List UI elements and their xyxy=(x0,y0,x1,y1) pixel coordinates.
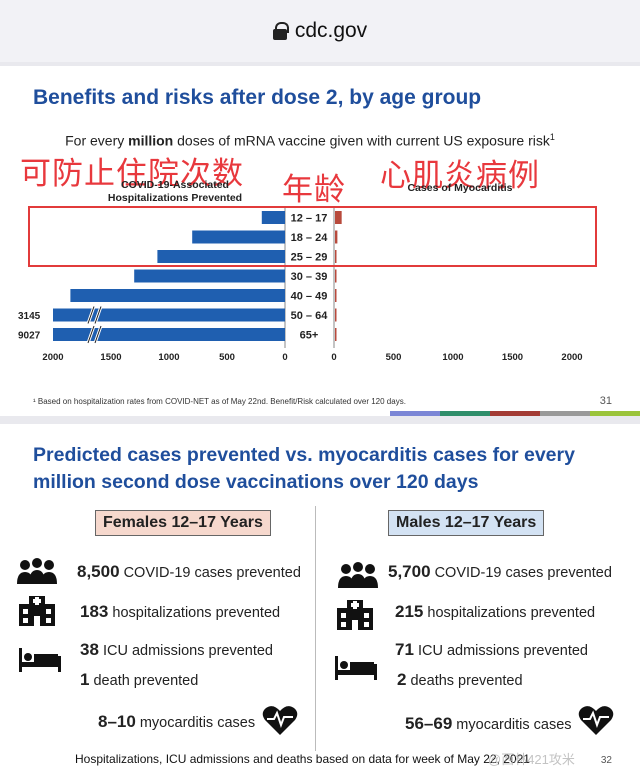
axis-break-mark xyxy=(94,306,102,324)
age-category-label: 12 – 17 xyxy=(291,213,328,225)
footnote: ¹ Based on hospitalization rates from CO… xyxy=(33,397,406,406)
benefit-bar xyxy=(192,230,285,244)
males-header: Males 12–17 Years xyxy=(388,510,545,536)
age-category-label: 65+ xyxy=(300,330,319,342)
myocarditis-bar xyxy=(335,269,337,283)
slide-predicted-cases: Predicted cases prevented vs. myocarditi… xyxy=(0,424,640,769)
myocarditis-bar xyxy=(335,328,337,341)
bed-icon xyxy=(19,648,61,672)
right-axis-tick: 500 xyxy=(386,352,402,363)
females-hospitalizations-prevented: 183 hospitalizations prevented xyxy=(80,602,281,621)
males-deaths-prevented: 2 deaths prevented xyxy=(397,670,523,689)
males-hospitalizations-prevented: 215 hospitalizations prevented xyxy=(395,602,596,621)
left-axis-tick: 1500 xyxy=(100,352,121,363)
myocarditis-bar xyxy=(335,289,337,302)
left-axis-tick: 500 xyxy=(219,352,235,363)
females-cases-prevented: 8,500 COVID-19 cases prevented xyxy=(77,562,301,581)
annotation-myocarditis-zh: 心肌炎病例 xyxy=(380,158,540,194)
benefit-bar xyxy=(70,289,286,302)
axis-break-mark xyxy=(87,306,95,324)
color-strip xyxy=(33,411,640,416)
age-category-label: 40 – 49 xyxy=(291,291,328,303)
myocarditis-bar xyxy=(335,308,337,322)
left-axis-tick: 0 xyxy=(282,352,287,363)
axis-break-mark xyxy=(87,325,95,344)
males-myocarditis-cases: 56–69 myocarditis cases xyxy=(405,714,572,733)
heart-rate-icon xyxy=(262,706,298,735)
females-myocarditis-cases: 8–10 myocarditis cases xyxy=(98,712,256,731)
lock-icon xyxy=(272,22,289,40)
age-category-label: 25 – 29 xyxy=(291,252,328,264)
benefit-bar xyxy=(261,211,285,224)
right-series-label: Cases of Myocarditis xyxy=(407,182,513,194)
age-category-label: 30 – 39 xyxy=(291,271,328,283)
slide-number: 31 xyxy=(599,395,612,407)
people-icon xyxy=(17,558,57,584)
heart-rate-icon xyxy=(578,706,614,735)
right-axis-tick: 1000 xyxy=(442,352,463,363)
slide-subtitle: For every million doses of mRNA vaccine … xyxy=(65,132,555,149)
bar-value-label: 9027 xyxy=(18,331,41,342)
benefit-bar xyxy=(134,269,285,283)
axis-break-mark xyxy=(94,325,102,344)
benefit-bar xyxy=(157,250,285,263)
annotation-hospitalizations-zh: 可防止住院次数 xyxy=(20,156,244,192)
females-header: Females 12–17 Years xyxy=(95,510,271,536)
slide-title: Benefits and risks after dose 2, by age … xyxy=(33,86,482,109)
hospital-icon xyxy=(19,596,55,626)
myocarditis-bar xyxy=(335,230,338,244)
right-axis-tick: 1500 xyxy=(502,352,523,363)
slide-benefits-risks: Benefits and risks after dose 2, by age … xyxy=(0,66,640,416)
people-icon xyxy=(338,562,378,588)
males-cases-prevented: 5,700 COVID-19 cases prevented xyxy=(388,562,612,581)
right-axis-tick: 0 xyxy=(331,352,336,363)
myocarditis-bar xyxy=(335,211,342,224)
females-deaths-prevented: 1 death prevented xyxy=(80,670,199,689)
left-axis-tick: 2000 xyxy=(42,352,63,363)
url-text[interactable]: cdc.gov xyxy=(294,19,368,42)
column-divider xyxy=(315,506,316,751)
benefit-risk-chart: 12 – 17 18 – 24 25 – 29 30 – 39 40 – 49 50 – … xyxy=(18,206,583,363)
left-series-label: COVID-19-Associated Hospitalizations Pre… xyxy=(107,179,243,204)
age-category-label: 18 – 24 xyxy=(291,232,329,244)
slide-number: 32 xyxy=(600,755,612,766)
age-category-label: 50 – 64 xyxy=(291,310,329,322)
highlight-box xyxy=(28,206,597,267)
myocarditis-bar xyxy=(335,250,337,263)
hospital-icon xyxy=(337,600,373,630)
left-axis-tick: 1000 xyxy=(158,352,179,363)
right-axis-tick: 2000 xyxy=(561,352,582,363)
annotation-age-zh: 年龄 xyxy=(282,172,346,208)
benefit-bar xyxy=(53,308,285,322)
benefit-bar xyxy=(53,328,285,341)
males-icu-prevented: 71 ICU admissions prevented xyxy=(395,640,588,659)
bottom-note: Hospitalizations, ICU admissions and dea… xyxy=(75,752,530,766)
bar-value-label: 3145 xyxy=(18,311,41,322)
watermark: @西林421攻米 xyxy=(488,752,575,767)
slide2-title: Predicted cases prevented vs. myocarditi… xyxy=(33,444,575,493)
bed-icon xyxy=(335,656,377,680)
browser-url-bar[interactable]: cdc.gov xyxy=(0,0,640,62)
females-icu-prevented: 38 ICU admissions prevented xyxy=(80,640,273,659)
